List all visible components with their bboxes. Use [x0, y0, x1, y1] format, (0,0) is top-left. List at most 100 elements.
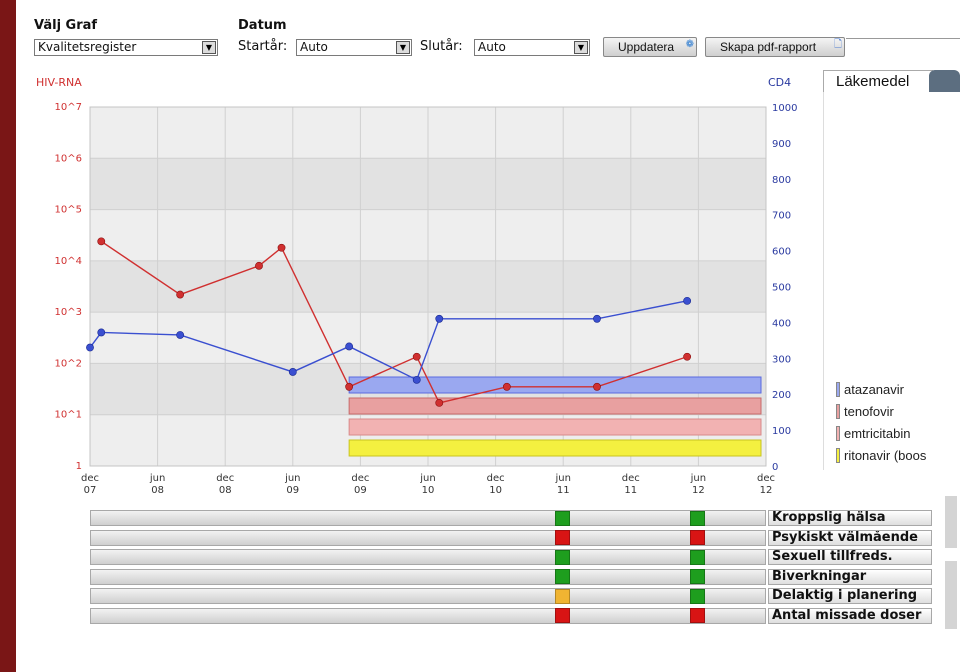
x-tick-label: jun 10 [419, 473, 435, 496]
right-axis-title: CD4 [768, 76, 791, 89]
rna-data-point [176, 290, 185, 299]
rna-data-point [345, 382, 354, 391]
quality-status-red[interactable] [690, 530, 706, 545]
rna-data-point [277, 243, 286, 252]
document-icon: 🗋 [833, 39, 842, 50]
legend-item-ritonavir: ritonavir (boos [836, 448, 926, 463]
plot-border [89, 106, 767, 467]
legend-swatch [836, 448, 840, 463]
right-tick-label: 400 [772, 318, 791, 329]
rna-data-point [255, 261, 263, 270]
pdf-report-button-label: Skapa pdf-rapport [720, 40, 817, 54]
quality-row-bar [90, 568, 766, 585]
legend-label: emtricitabin [844, 426, 911, 441]
rna-data-point [593, 382, 601, 391]
hiv-chart: dec 07 jun 08 dec 08 jun 09 dec 09 jun 10 dec 10 jun 11… [36, 76, 797, 496]
legend-swatch [836, 404, 840, 419]
legend-swatch [836, 426, 840, 441]
refresh-icon: ❁ [685, 39, 694, 50]
right-tick-label: 500 [772, 283, 791, 294]
right-tick-label: 900 [772, 139, 791, 150]
start-year-value: Auto [300, 40, 328, 54]
legend-label: atazanavir [844, 382, 904, 397]
rna-data-point [97, 237, 106, 246]
x-tick-label: jun 12 [690, 473, 706, 496]
x-tick-label: dec 11 [622, 473, 640, 496]
cd4-data-point [176, 331, 185, 339]
rna-data-point [435, 398, 444, 407]
x-tick-label: dec 12 [757, 473, 775, 496]
left-tick-label: 10^7 [55, 102, 82, 113]
quality-row-bar [90, 588, 766, 604]
medication-panel [823, 92, 960, 470]
left-tick-label: 10^6 [55, 153, 82, 164]
right-tick-label: 600 [772, 247, 791, 258]
x-tick-label: jun 08 [149, 473, 165, 496]
quality-status-green[interactable] [690, 549, 706, 565]
quality-status-green[interactable] [555, 549, 571, 565]
left-tick-label: 10^4 [55, 256, 82, 267]
graph-select-value: Kvalitetsregister [38, 40, 137, 54]
quality-status-green[interactable] [690, 588, 706, 604]
x-tick-label: jun 11 [554, 473, 570, 496]
chevron-down-icon: ▼ [574, 41, 588, 54]
right-tick-label: 200 [772, 390, 791, 401]
quality-row-label: Sexuell tillfreds. [768, 549, 932, 565]
legend-swatch [836, 382, 840, 397]
right-tick-label: 100 [772, 426, 791, 437]
quality-status-green[interactable] [690, 569, 706, 584]
graph-select[interactable]: Kvalitetsregister ▼ [34, 39, 218, 56]
medication-bar-tenofovir [348, 397, 762, 415]
quality-row-label: Delaktig i planering [768, 588, 932, 604]
tab-next[interactable] [929, 70, 960, 92]
end-year-select[interactable]: Auto ▼ [474, 39, 590, 56]
quality-row-label: Antal missade doser [768, 607, 932, 624]
quality-row-bar [90, 549, 766, 565]
cd4-data-point [288, 368, 297, 376]
start-year-select[interactable]: Auto ▼ [296, 39, 412, 56]
update-button[interactable]: Uppdatera ❁ [603, 37, 697, 57]
quality-status-green[interactable] [690, 510, 706, 526]
graph-select-label: Välj Graf [34, 18, 98, 33]
left-tick-label: 10^2 [55, 358, 82, 369]
left-accent-bar [0, 0, 16, 672]
cd4-data-point [97, 328, 106, 337]
legend-item-atazanavir: atazanavir [836, 382, 904, 397]
cd4-data-point [86, 343, 94, 352]
quality-status-green[interactable] [555, 510, 571, 526]
legend-label: ritonavir (boos [844, 448, 927, 463]
quality-status-green[interactable] [555, 569, 571, 584]
left-tick-label: 10^3 [55, 307, 82, 318]
left-tick-label: 10^1 [55, 410, 82, 421]
cd4-data-point [683, 296, 692, 305]
pdf-report-button[interactable]: Skapa pdf-rapport 🗋 [705, 37, 845, 57]
side-panel-block [945, 496, 957, 548]
x-tick-label: dec 08 [216, 473, 234, 496]
quality-status-red[interactable] [690, 608, 706, 623]
quality-status-red[interactable] [555, 530, 571, 545]
x-tick-label: dec 10 [487, 473, 505, 496]
rna-series-line [100, 240, 688, 404]
cd4-data-point [593, 314, 601, 323]
cd4-data-point [412, 375, 421, 384]
right-tick-label: 300 [772, 354, 791, 365]
legend-label: tenofovir [844, 404, 894, 419]
quality-row-bar [90, 529, 766, 546]
quality-row-bar [90, 607, 766, 624]
right-tick-label: 800 [772, 175, 791, 186]
quality-status-yellow[interactable] [555, 588, 571, 604]
quality-status-red[interactable] [555, 608, 571, 623]
right-tick-label: 700 [772, 211, 791, 222]
rna-data-point [683, 352, 692, 361]
right-tick-label: 0 [772, 462, 778, 473]
end-year-label: Slutår: [420, 39, 463, 54]
medication-bar-ritonavir [348, 439, 762, 457]
side-panel-block [945, 561, 957, 629]
left-tick-label: 10^5 [55, 205, 82, 216]
end-year-value: Auto [478, 40, 506, 54]
legend-item-tenofovir: tenofovir [836, 404, 894, 419]
x-tick-label: dec 09 [351, 473, 369, 496]
legend-item-emtricitabin: emtricitabin [836, 426, 910, 441]
rna-data-point [502, 382, 511, 391]
cd4-data-point [435, 314, 444, 323]
